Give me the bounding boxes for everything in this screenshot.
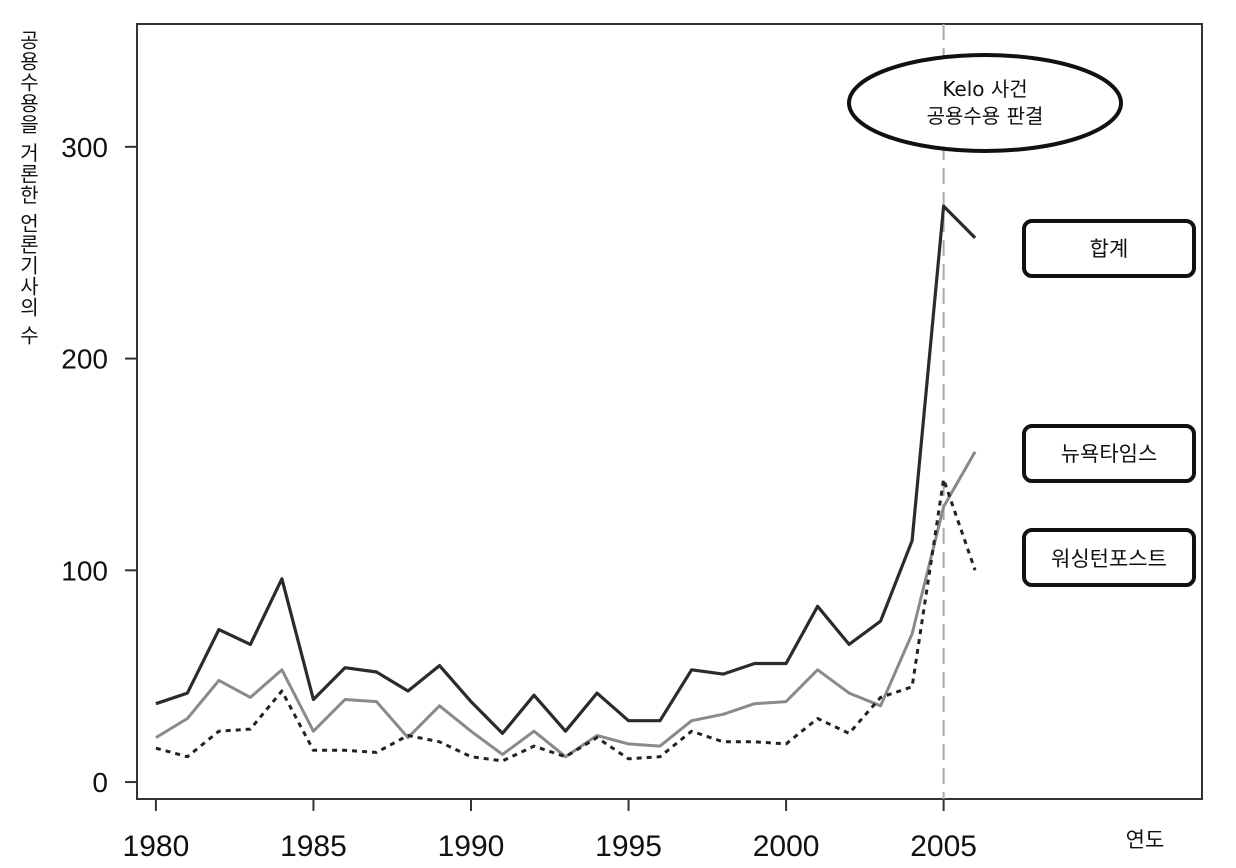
annotation-ellipse (847, 53, 1123, 153)
series-line-nyt (155, 450, 977, 759)
label-box-nyt-frame (1022, 424, 1196, 483)
point-wapo-2005 (943, 478, 945, 480)
point-wapo-1999 (754, 741, 756, 743)
point-wapo-1990 (470, 756, 472, 758)
y-axis-label: 공용수용을 거론한 언론기사의 수 (16, 30, 40, 347)
label-box-wapo: 워싱턴포스트 (1022, 528, 1196, 587)
label-box-wapo-frame (1022, 528, 1196, 587)
x-axis-label: 연도 (1126, 828, 1165, 852)
x-tick-label-1980: 1980 (123, 830, 190, 863)
label-box-total-frame (1022, 219, 1196, 278)
axis-layer: 1980 1985 1990 1995 2000 2005 0 100 200 300 (61, 132, 977, 863)
kelo-annotation: Kelo 사건 공용수용 판결 (847, 53, 1123, 153)
x-tick-label-1995: 1995 (595, 830, 662, 863)
label-wapo: 워싱턴포스트 (1051, 547, 1167, 571)
y-tick-label-300: 300 (61, 132, 108, 163)
point-wapo-1991 (502, 760, 504, 762)
series-line-wapo (155, 477, 977, 763)
label-box-nyt: 뉴욕타임스 (1022, 424, 1196, 483)
x-tick-label-1985: 1985 (280, 830, 347, 863)
series-layer (155, 204, 977, 763)
annotation-line1: Kelo 사건 (942, 77, 1027, 101)
x-tick-label-1990: 1990 (438, 830, 505, 863)
label-box-total: 합계 (1022, 219, 1196, 278)
y-tick-label-0: 0 (92, 767, 108, 798)
point-wapo-2004 (911, 686, 913, 688)
label-nyt: 뉴욕타임스 (1061, 442, 1158, 466)
plot-frame (136, 23, 1203, 800)
series-line-total (155, 204, 977, 736)
point-wapo-1998 (722, 741, 724, 743)
y-tick-label-200: 200 (61, 344, 108, 375)
x-tick-label-2000: 2000 (753, 830, 820, 863)
label-total: 합계 (1090, 237, 1129, 261)
annotation-line2: 공용수용 판결 (927, 104, 1044, 128)
y-tick-label-100: 100 (61, 555, 108, 586)
x-tick-label-2005: 2005 (910, 830, 977, 863)
